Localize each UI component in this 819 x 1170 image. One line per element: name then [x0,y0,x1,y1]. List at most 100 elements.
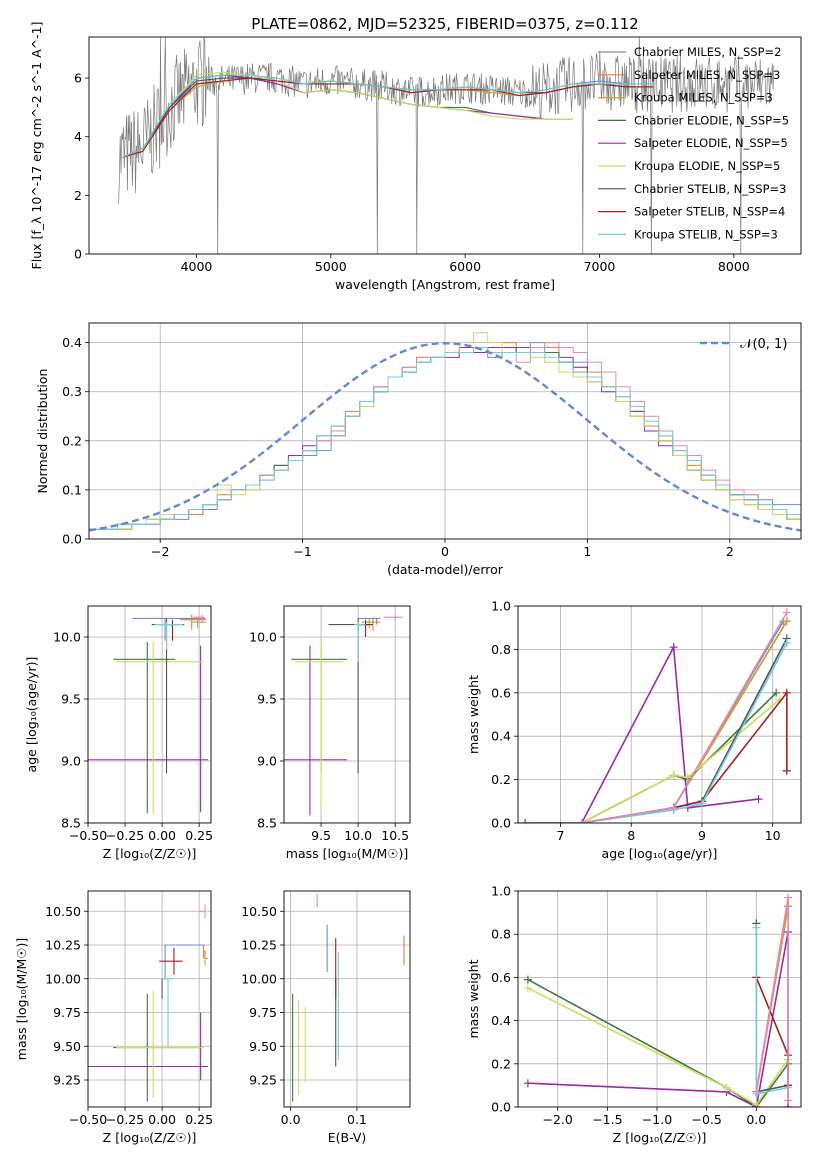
legend-entry: Kroupa STELIB, N_SSP=3 [634,227,778,241]
legend-entry: Salpeter ELODIE, N_SSP=5 [634,136,788,150]
y-tick-label: 6 [74,71,82,86]
x-axis-label: Z [log₁₀(Z/Z☉)] [103,1130,197,1145]
x-tick-label: −1.5 [592,1112,622,1127]
x-tick-label: 9.5 [311,828,331,843]
y-tick-label: 0.2 [491,1056,511,1071]
y-tick-label: 0.4 [62,335,82,350]
y-tick-label: 0.4 [491,1013,511,1028]
x-tick-label: −0.25 [106,828,144,843]
x-axis-label: (data-model)/error [387,562,504,577]
x-tick-label: 0.0 [281,1112,301,1127]
mass-vs-metallicity-axes: −0.50−0.25 0.00 0.25 9.25 9.50 9.75 10.00 10.25… [14,890,213,1145]
legend-entry: Chabrier MILES, N_SSP=2 [634,45,781,59]
weight-line [527,931,789,1107]
weight-marker [782,688,791,697]
weight-marker [782,766,791,775]
x-tick-label: 0.0 [746,1112,766,1127]
weight-marker [523,984,532,993]
y-tick-label: 0.0 [491,1100,511,1115]
model-spectrum-line [122,74,654,158]
y-tick-label: 9.25 [249,1073,277,1088]
x-tick-label: −2 [151,544,169,559]
x-tick-label: 0.25 [185,828,213,843]
y-tick-label: 9.50 [249,1039,277,1054]
y-tick-label: 10.00 [45,971,81,986]
axes-frame [283,890,411,1108]
x-tick-label: 7 [556,828,564,843]
age-vs-metallicity-axes: −0.50−0.25 0.00 0.25 8.5 9.0 9.5 10.0 Z [log₁₀(… [24,605,213,861]
y-tick-label: 0.6 [491,685,511,700]
x-axis-label: age [log₁₀(age/yr)] [602,846,718,861]
legend-entry: Salpeter STELIB, N_SSP=4 [634,205,785,219]
weight-line [581,698,781,823]
weight-line [581,642,788,823]
weight-marker [752,923,761,932]
x-tick-label: −0.50 [69,1112,107,1127]
y-tick-label: 4 [74,129,82,144]
y-tick-label: 9.0 [257,754,277,769]
plot-area [284,891,410,1107]
x-tick-label: 1 [583,544,591,559]
legend: 𝒩(0, 1) [700,337,787,352]
model-spectrum-line [122,71,573,158]
y-tick-label: 0.1 [62,482,82,497]
weight-marker [772,688,781,697]
x-tick-label: −0.5 [691,1112,721,1127]
weight-marker [752,1100,761,1107]
y-tick-label: 10.25 [45,938,81,953]
x-tick-label: 8000 [718,259,750,274]
weight-marker [784,893,793,902]
weight-marker [521,819,530,823]
residuals-axes: −2 −1 0 1 2 0.0 0.1 0.2 0.3 0.4 (data-model)/error… [35,322,802,577]
weight-marker [669,803,678,812]
x-tick-label: 2 [726,544,734,559]
x-tick-label: 8 [627,828,635,843]
plot-area [88,606,211,823]
y-tick-label: 0.4 [491,729,511,744]
x-tick-label: 10.5 [381,828,409,843]
x-tick-label: −0.50 [69,828,107,843]
y-axis-label: mass weight [466,959,481,1038]
y-tick-label: 9.25 [53,1073,81,1088]
legend-entry: Chabrier ELODIE, N_SSP=5 [634,113,789,127]
y-tick-label: 8.5 [257,816,277,831]
weight-marker [782,608,791,617]
y-axis-label: mass weight [466,675,481,754]
y-tick-label: 10.00 [241,971,277,986]
age-vs-mass-axes: 9.5 10.0 10.5 8.5 9.0 9.5 10.0 mass [log₁₀(M/M☉… [249,605,411,861]
y-tick-label: 0.2 [62,433,82,448]
y-tick-label: 0 [74,247,82,262]
y-tick-label: 10.25 [241,938,277,953]
axes-frame [517,890,802,1108]
legend-entry: Kroupa MILES, N_SSP=3 [634,91,773,105]
x-tick-label: −1.0 [642,1112,672,1127]
histogram-step [89,347,801,530]
y-tick-label: 0.8 [491,927,511,942]
y-tick-label: 10.50 [45,904,81,919]
x-axis-label: E(B-V) [328,1130,367,1145]
x-tick-label: 7000 [584,259,616,274]
x-tick-label: 0.00 [148,828,176,843]
x-tick-label: 5000 [315,259,347,274]
axes-frame [517,605,802,824]
y-axis-label: mass [log₁₀(M/M☉)] [14,938,29,1060]
y-tick-label: 8.5 [61,816,81,831]
x-tick-label: −0.25 [106,1112,144,1127]
weight-line [527,978,789,1107]
y-tick-label: 10.0 [249,630,277,645]
x-tick-label: 10.0 [344,828,372,843]
weight-line [581,620,788,823]
y-tick-label: 0.3 [62,384,82,399]
x-tick-label: 0 [441,544,449,559]
x-axis-label: Z [log₁₀(Z/Z☉)] [103,846,197,861]
y-tick-label: 0.0 [491,816,511,831]
x-axis-label: wavelength [Angstrom, rest frame] [335,277,555,292]
y-tick-label: 9.5 [257,692,277,707]
y-tick-label: 2 [74,188,82,203]
x-tick-label: −2.0 [543,1112,573,1127]
x-axis-label: Z [log₁₀(Z/Z☉)] [613,1130,707,1145]
weight-marker [698,799,706,808]
weight-marker [752,1087,761,1096]
plot-area [89,323,801,539]
